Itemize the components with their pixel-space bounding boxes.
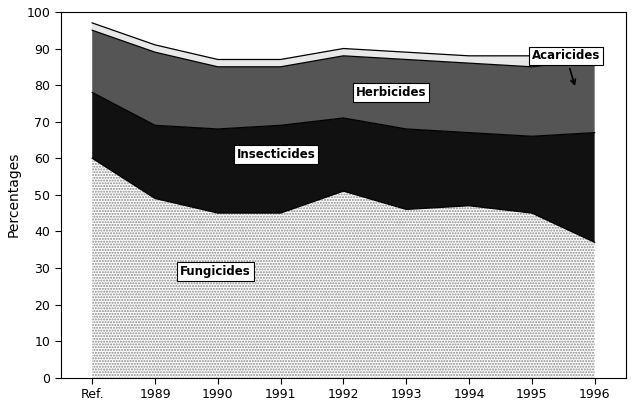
Y-axis label: Percentages: Percentages [7, 152, 21, 237]
Text: Herbicides: Herbicides [356, 86, 427, 99]
Text: Fungicides: Fungicides [180, 265, 251, 278]
Text: Insecticides: Insecticides [237, 148, 315, 161]
Text: Acaricides: Acaricides [532, 49, 600, 84]
